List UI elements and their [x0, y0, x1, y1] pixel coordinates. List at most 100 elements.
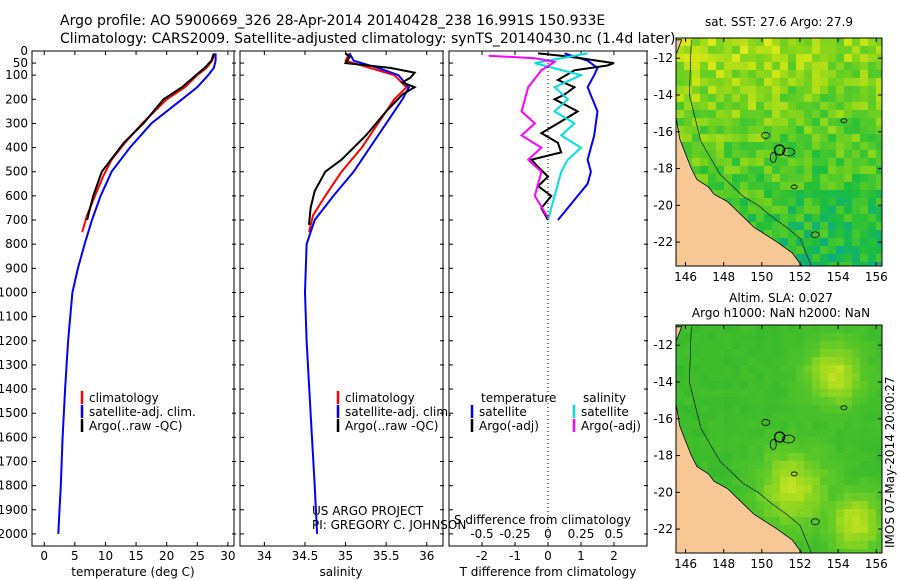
map-cell: [844, 150, 852, 158]
map-cell: [764, 94, 772, 102]
map-cell: [700, 445, 708, 453]
map-cell: [788, 174, 796, 182]
map-cell: [740, 493, 748, 501]
map-cell: [796, 365, 804, 373]
map-cell: [804, 134, 812, 142]
map-cell: [860, 158, 868, 166]
map-cell: [844, 70, 852, 78]
map-cell: [732, 70, 740, 78]
series-argo-raw-qc-: [86, 53, 215, 221]
map-cell: [836, 397, 844, 405]
map-cell: [828, 517, 836, 525]
map-cell: [844, 110, 852, 118]
x-tick-label: 2: [610, 549, 618, 563]
map-cell: [868, 357, 876, 365]
legend-t-satellite: satellite: [479, 405, 527, 419]
map-cell: [836, 166, 844, 174]
map-cell: [724, 38, 732, 46]
map-cell: [684, 38, 692, 46]
map-cell: [828, 413, 836, 421]
map-cell: [828, 421, 836, 429]
map-y-tick-label: -20: [653, 485, 673, 499]
map-cell: [868, 150, 876, 158]
map-cell: [748, 70, 756, 78]
map-cell: [804, 453, 812, 461]
map-cell: [780, 70, 788, 78]
map-cell: [772, 46, 780, 54]
map-cell: [772, 110, 780, 118]
map-cell: [732, 325, 740, 333]
map-cell: [732, 38, 740, 46]
map-cell: [804, 517, 812, 525]
map-cell: [812, 126, 820, 134]
map-cell: [764, 477, 772, 485]
map-cell: [780, 357, 788, 365]
map-cell: [740, 405, 748, 413]
map-y-tick-label: -16: [653, 412, 673, 426]
map-cell: [788, 421, 796, 429]
map-cell: [780, 381, 788, 389]
map-cell: [844, 102, 852, 110]
depth-tick-label: 0: [20, 44, 28, 58]
map-cell: [780, 365, 788, 373]
project-credit: US ARGO PROJECT: [312, 504, 424, 518]
map-cell: [740, 389, 748, 397]
map-cell: [796, 381, 804, 389]
map-cell: [756, 501, 764, 509]
map-cell: [716, 389, 724, 397]
map-cell: [812, 110, 820, 118]
series-satellite-adj-clim-: [303, 52, 411, 534]
map-cell: [700, 54, 708, 62]
map-cell: [812, 549, 820, 553]
map-cell: [828, 533, 836, 541]
map-cell: [812, 517, 820, 525]
x-tick-label: 0: [40, 549, 48, 563]
land-mass: [676, 116, 803, 266]
map-cell: [764, 445, 772, 453]
map-cell: [852, 501, 860, 509]
map-cell: [788, 533, 796, 541]
map-cell: [756, 102, 764, 110]
map-cell: [820, 453, 828, 461]
map-cell: [876, 142, 882, 150]
map-cell: [692, 421, 700, 429]
land-mass: [676, 403, 803, 553]
map-cell: [772, 477, 780, 485]
map-cell: [716, 62, 724, 70]
map-cell: [764, 349, 772, 357]
map-cell: [724, 62, 732, 70]
map-cell: [828, 62, 836, 70]
map-cell: [828, 142, 836, 150]
map-cell: [876, 214, 882, 222]
map-cell: [724, 389, 732, 397]
map-cell: [732, 198, 740, 206]
map-cell: [812, 86, 820, 94]
map-cell: [804, 110, 812, 118]
map-cell: [804, 445, 812, 453]
map-cell: [828, 469, 836, 477]
map-cell: [828, 190, 836, 198]
map-cell: [828, 230, 836, 238]
map-cell: [732, 142, 740, 150]
map-cell: [788, 357, 796, 365]
map-cell: [772, 453, 780, 461]
map-cell: [732, 158, 740, 166]
map-cell: [740, 477, 748, 485]
map-cell: [716, 118, 724, 126]
sst-map-title: sat. SST: 27.6 Argo: 27.9: [705, 15, 853, 29]
map-cell: [812, 477, 820, 485]
map-cell: [852, 509, 860, 517]
map-cell: [764, 214, 772, 222]
map-cell: [828, 493, 836, 501]
map-cell: [764, 437, 772, 445]
map-cell: [716, 150, 724, 158]
map-cell: [804, 389, 812, 397]
map-cell: [740, 333, 748, 341]
map-cell: [748, 134, 756, 142]
map-cell: [684, 78, 692, 86]
map-cell: [740, 198, 748, 206]
map-cell: [860, 174, 868, 182]
map-cell: [860, 222, 868, 230]
map-cell: [708, 397, 716, 405]
map-cell: [804, 357, 812, 365]
